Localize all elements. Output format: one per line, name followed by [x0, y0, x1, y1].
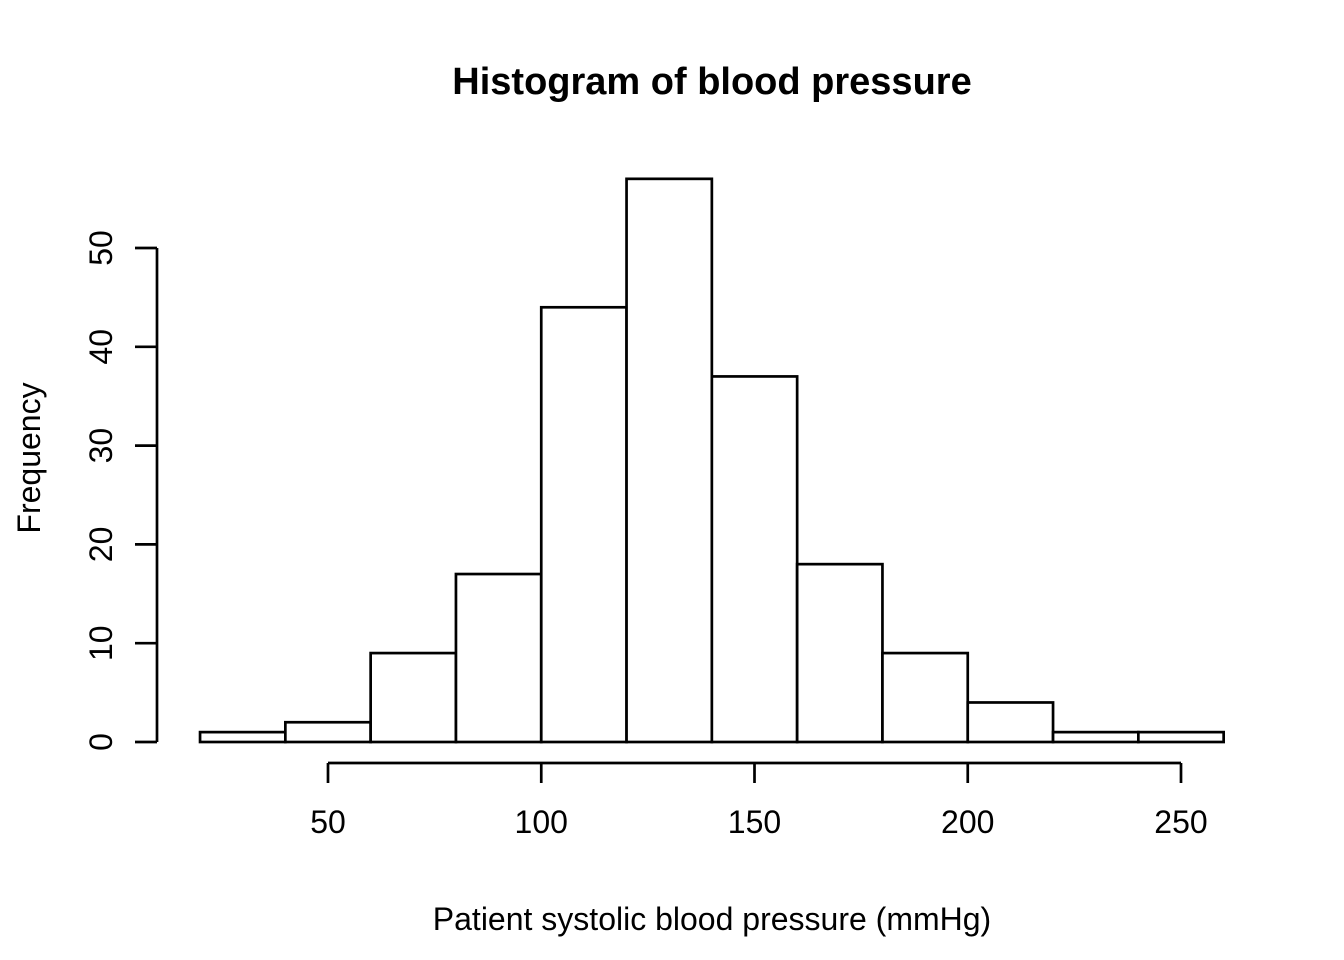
x-axis: 50 100 150 200 250 [310, 761, 1208, 840]
y-tick-label: 30 [83, 428, 119, 464]
x-tick-label: 250 [1154, 804, 1207, 840]
x-tick-label: 50 [310, 804, 346, 840]
bars-group [198, 177, 1225, 744]
y-axis: 0 10 20 30 40 50 [83, 230, 159, 751]
histogram-bar [369, 651, 458, 744]
histogram-bar [198, 730, 287, 744]
histogram-bar [539, 305, 628, 744]
x-axis-label: Patient systolic blood pressure (mmHg) [433, 901, 991, 937]
histogram-bar [795, 562, 884, 744]
histogram-bar [1051, 730, 1140, 744]
chart-title: Histogram of blood pressure [452, 61, 971, 103]
y-tick-label: 40 [83, 329, 119, 365]
histogram-bar [966, 701, 1055, 744]
y-tick-label: 0 [83, 733, 119, 751]
y-tick-label: 10 [83, 625, 119, 661]
histogram-bar [284, 720, 373, 744]
histogram-bar [625, 177, 714, 744]
histogram-bar [1136, 730, 1225, 744]
y-tick-label: 50 [83, 230, 119, 266]
y-axis-label: Frequency [11, 382, 47, 533]
x-tick-label: 100 [515, 804, 568, 840]
histogram-bar [710, 375, 799, 744]
x-tick-label: 200 [941, 804, 994, 840]
x-tick-label: 150 [728, 804, 781, 840]
histogram-bar [454, 572, 543, 744]
histogram-bar [881, 651, 970, 744]
y-tick-label: 20 [83, 527, 119, 563]
